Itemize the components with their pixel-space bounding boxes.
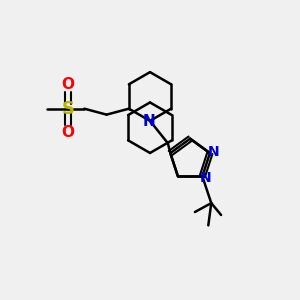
- Text: O: O: [61, 125, 74, 140]
- Text: O: O: [61, 77, 74, 92]
- Text: N: N: [200, 171, 211, 185]
- Text: S: S: [61, 100, 74, 118]
- Text: N: N: [142, 114, 155, 129]
- Text: N: N: [208, 145, 220, 159]
